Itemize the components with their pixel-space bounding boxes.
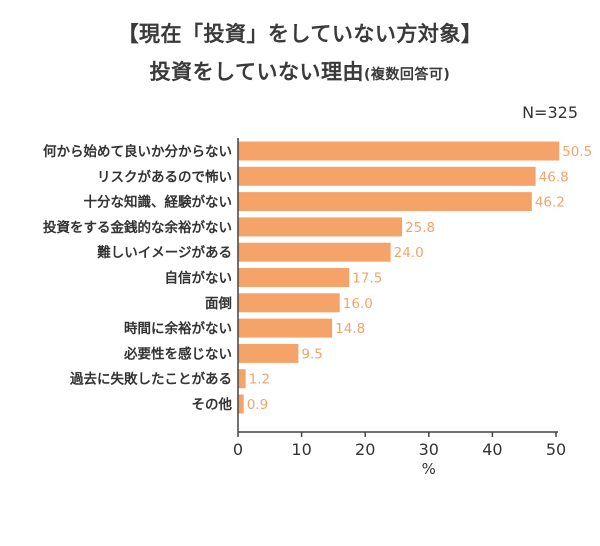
bar: [238, 192, 532, 212]
category-label: 十分な知識、経験がない: [84, 194, 233, 211]
value-label: 46.2: [535, 195, 565, 211]
value-label: 9.5: [301, 346, 322, 362]
sample-size: N=325: [522, 103, 578, 122]
bar: [238, 293, 340, 313]
value-label: 24.0: [394, 245, 424, 261]
bar: [238, 217, 403, 237]
bar: [238, 343, 299, 363]
x-tick-label: 10: [291, 440, 311, 459]
chart-title-line2: 投資をしていない理由(複数回答可): [0, 56, 600, 86]
category-label: 時間に余裕がない: [124, 320, 232, 337]
bar: [238, 394, 244, 414]
value-label: 16.0: [343, 296, 373, 312]
category-label: リスクがあるので怖い: [97, 168, 232, 185]
category-label: 面倒: [205, 295, 232, 312]
x-tick-label: 40: [482, 440, 502, 459]
x-tick-label: 50: [546, 440, 566, 459]
value-label: 50.5: [562, 144, 592, 160]
x-axis-label: %: [422, 460, 436, 478]
bar: [238, 242, 391, 262]
value-label: 17.5: [352, 271, 382, 287]
category-label: 過去に失敗したことがある: [69, 371, 232, 388]
value-label: 0.9: [247, 397, 268, 413]
category-label: その他: [192, 396, 233, 413]
category-label: 何から始めて良いか分からない: [43, 143, 232, 160]
chart-title-main: 投資をしていない理由: [149, 60, 365, 84]
bar: [238, 369, 246, 389]
value-label: 14.8: [335, 321, 365, 337]
value-label: 25.8: [405, 220, 435, 236]
bar: [238, 318, 333, 338]
x-tick-label: 0: [233, 440, 243, 459]
chart-title-note: (複数回答可): [364, 67, 451, 83]
value-label: 46.8: [539, 169, 569, 185]
x-tick-label: 30: [419, 440, 439, 459]
chart-title-line1: 【現在「投資」をしていない方対象】: [117, 22, 483, 46]
bar: [238, 166, 536, 186]
x-tick-label: 20: [355, 440, 375, 459]
value-label: 1.2: [249, 372, 270, 388]
bar: [238, 268, 350, 287]
category-label: 難しいイメージがある: [97, 244, 232, 261]
bar: [238, 141, 560, 161]
category-label: 自信がない: [165, 270, 233, 287]
category-label: 必要性を感じない: [123, 345, 232, 362]
category-label: 投資をする金銭的な余裕がない: [43, 219, 232, 236]
